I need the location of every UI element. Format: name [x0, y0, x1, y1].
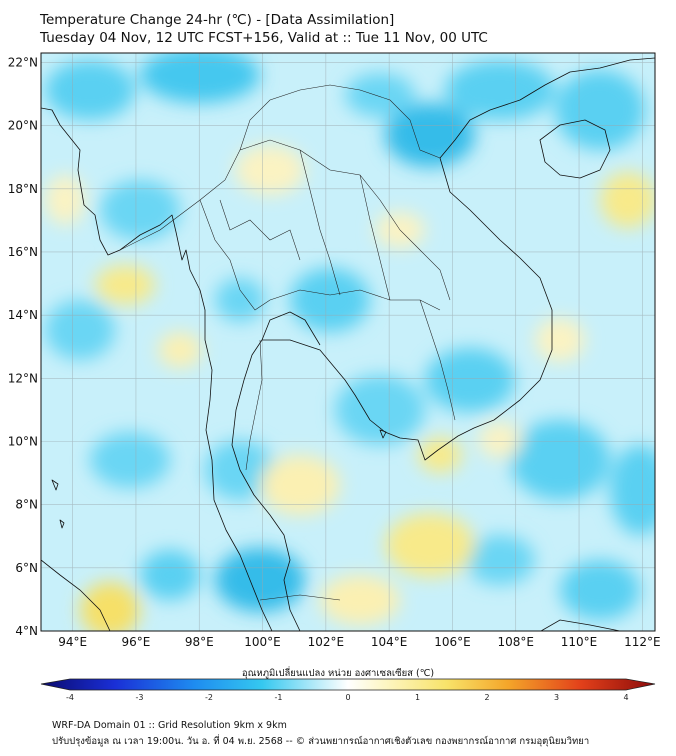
temperature-field [41, 53, 655, 631]
lat-label: 4°N [15, 624, 38, 638]
lon-label: 110°E [561, 635, 598, 649]
lon-label: 106°E [434, 635, 471, 649]
colorbar-tick-label: 2 [484, 693, 489, 700]
colorbar-tick-label: 3 [554, 693, 559, 700]
lat-label: 10°N [8, 434, 38, 448]
lat-label: 18°N [8, 182, 38, 196]
update-credit: ปรับปรุงข้อมูล ณ เวลา 19:00น. วัน อ. ที่… [52, 736, 590, 747]
lat-label: 6°N [15, 561, 38, 575]
colorbar-tick-label: -4 [66, 693, 74, 700]
map-subtitle: Tuesday 04 Nov, 12 UTC FCST+156, Valid a… [40, 30, 488, 46]
lat-label: 14°N [8, 308, 38, 322]
lat-label: 16°N [8, 245, 38, 259]
lat-label: 22°N [8, 55, 38, 69]
lon-label: 112°E [624, 635, 661, 649]
model-info: WRF-DA Domain 01 :: Grid Resolution 9km … [52, 720, 287, 731]
lon-label: 108°E [497, 635, 534, 649]
lon-label: 102°E [308, 635, 345, 649]
colorbar-tick-label: -2 [205, 693, 213, 700]
lat-label: 8°N [15, 498, 38, 512]
temperature-map: 22°N 20°N 18°N 16°N 14°N 12°N 10°N 8°N 6°N 4°N 94… [8, 52, 661, 700]
colorbar-tick-label: -3 [136, 693, 144, 700]
colorbar-title: อุณหภูมิเปลี่ยนแปลง หน่วย องศาเซลเซียส (… [241, 668, 435, 679]
colorbar-tick-label: 4 [623, 693, 628, 700]
lon-label: 96°E [122, 635, 151, 649]
lon-label: 104°E [371, 635, 408, 649]
colorbar-tick-label: 0 [345, 693, 350, 700]
lat-label: 12°N [8, 371, 38, 385]
map-title: Temperature Change 24-hr (℃) - [Data Ass… [40, 12, 395, 28]
lon-label: 100°E [244, 635, 281, 649]
lon-label: 94°E [58, 635, 87, 649]
mainland-coastline [41, 57, 655, 631]
lon-label: 98°E [185, 635, 214, 649]
colorbar: -4 -3 -2 -1 0 1 2 3 4 [40, 678, 656, 700]
colorbar-tick-label: 1 [415, 693, 420, 700]
hainan-coastline [539, 119, 611, 179]
lat-label: 20°N [8, 119, 38, 133]
colorbar-tick-label: -1 [275, 693, 283, 700]
